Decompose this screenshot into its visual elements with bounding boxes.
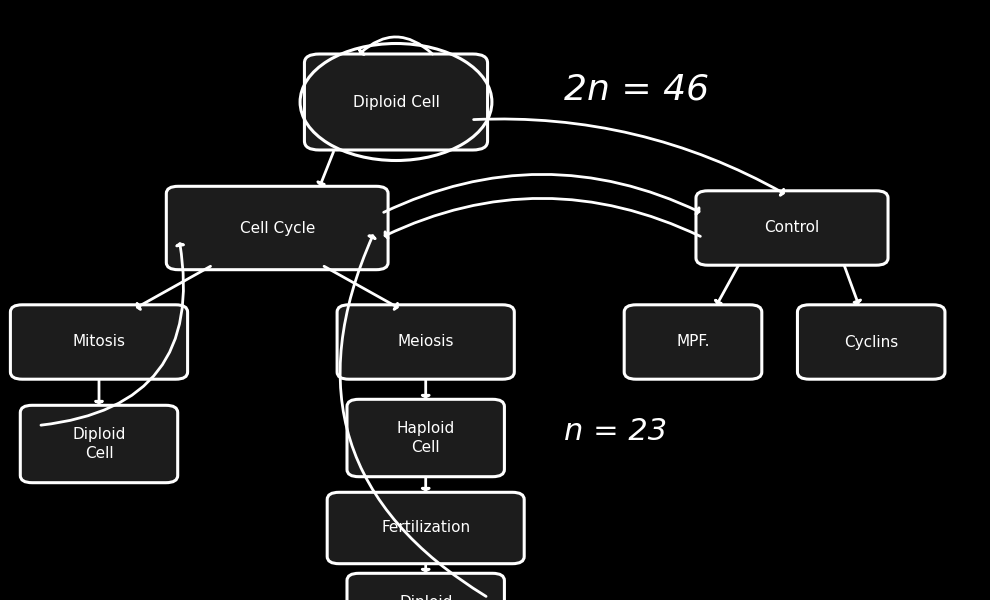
Text: Meiosis: Meiosis xyxy=(397,335,454,349)
Text: Diploid
Cell: Diploid Cell xyxy=(72,427,126,461)
Text: Fertilization: Fertilization xyxy=(381,520,470,535)
FancyBboxPatch shape xyxy=(337,305,515,379)
FancyBboxPatch shape xyxy=(346,574,504,600)
Text: n = 23: n = 23 xyxy=(564,418,667,446)
Text: Diploid Cell: Diploid Cell xyxy=(352,94,440,109)
FancyBboxPatch shape xyxy=(624,305,762,379)
FancyBboxPatch shape xyxy=(20,406,178,482)
Text: MPF.: MPF. xyxy=(676,335,710,349)
FancyBboxPatch shape xyxy=(166,186,388,269)
Text: Haploid
Cell: Haploid Cell xyxy=(397,421,454,455)
FancyBboxPatch shape xyxy=(798,305,944,379)
Text: Cell Cycle: Cell Cycle xyxy=(240,220,315,235)
Text: Mitosis: Mitosis xyxy=(72,335,126,349)
Text: Control: Control xyxy=(764,220,820,235)
Text: Cyclins: Cyclins xyxy=(844,335,898,349)
Text: Diploid
Cell: Diploid Cell xyxy=(399,595,452,600)
FancyBboxPatch shape xyxy=(11,305,188,379)
Text: 2n = 46: 2n = 46 xyxy=(564,73,710,107)
FancyBboxPatch shape xyxy=(346,400,504,476)
FancyBboxPatch shape xyxy=(327,492,525,564)
FancyBboxPatch shape xyxy=(305,54,487,150)
FancyBboxPatch shape xyxy=(696,191,888,265)
